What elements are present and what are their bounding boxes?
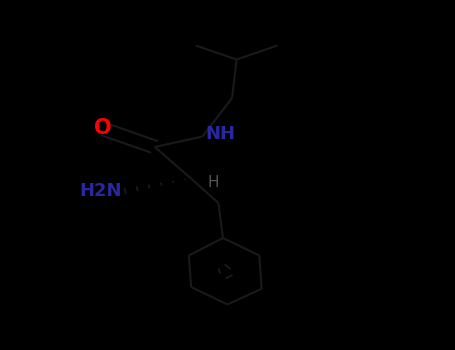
Text: H2N: H2N bbox=[80, 182, 122, 200]
Text: NH: NH bbox=[206, 125, 236, 143]
Text: O: O bbox=[94, 118, 111, 138]
Text: H: H bbox=[207, 175, 218, 190]
